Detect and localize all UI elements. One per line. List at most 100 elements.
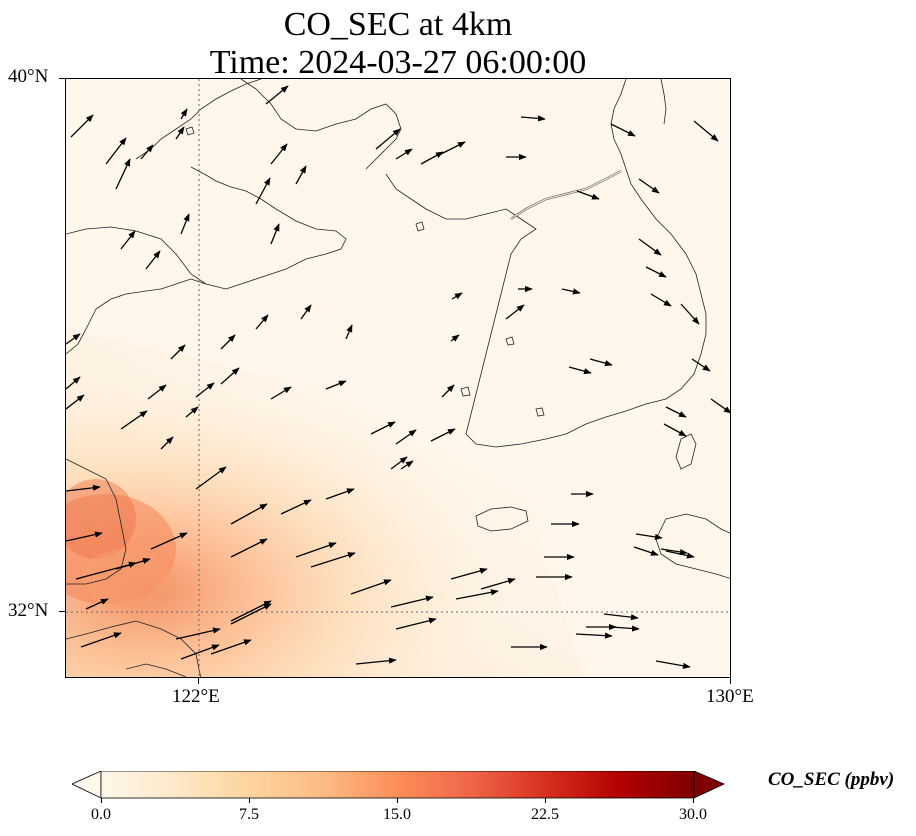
wind-vector-arrow bbox=[400, 460, 414, 470]
wind-vector-arrow bbox=[66, 484, 101, 492]
wind-vector-arrow bbox=[693, 120, 719, 142]
lat-label-40: 40°N bbox=[8, 66, 49, 87]
wind-vector-arrow bbox=[430, 428, 456, 442]
wind-vector-arrow bbox=[355, 657, 397, 665]
wind-vector-arrow bbox=[175, 126, 185, 140]
wind-vector-arrow bbox=[395, 148, 413, 160]
wind-vector-arrow bbox=[270, 143, 288, 165]
wind-vector-arrow bbox=[220, 334, 236, 350]
wind-vector-arrow bbox=[390, 595, 434, 608]
map-title-line2: Time: 2024-03-27 06:00:00 bbox=[209, 44, 587, 81]
wind-vector-arrow bbox=[70, 114, 94, 138]
colorbar-tick-label-3: 22.5 bbox=[531, 806, 559, 823]
colorbar-tick-label-0: 0.0 bbox=[91, 806, 111, 823]
wind-vector-arrow bbox=[440, 141, 466, 155]
wind-vector-arrow bbox=[568, 366, 592, 375]
tick-lon-130 bbox=[730, 678, 731, 684]
wind-vector-arrow bbox=[680, 303, 700, 325]
wind-vector-arrow bbox=[120, 410, 148, 430]
wind-vector-arrow bbox=[270, 223, 280, 245]
wind-vector-arrow bbox=[575, 632, 613, 639]
gridlines bbox=[66, 79, 730, 677]
wind-vector-arrow bbox=[66, 376, 81, 390]
lon-label-130: 130°E bbox=[706, 686, 754, 707]
wind-vector-arrow bbox=[140, 144, 154, 160]
wind-vector-arrow bbox=[230, 503, 268, 525]
wind-vector-arrow bbox=[270, 386, 292, 400]
colorbar-tick-label-4: 30.0 bbox=[679, 806, 707, 823]
wind-vector-arrow bbox=[638, 178, 660, 194]
wind-vector-arrow bbox=[645, 266, 667, 278]
wind-vector-arrow bbox=[295, 542, 337, 558]
lat-label-32: 32°N bbox=[8, 600, 49, 621]
wind-vector-arrow bbox=[280, 499, 312, 515]
wind-vector-arrow bbox=[390, 456, 408, 470]
wind-vector-arrow bbox=[85, 598, 109, 610]
wind-vector-arrow bbox=[505, 304, 525, 320]
wind-vector-arrow bbox=[633, 546, 659, 556]
colorbar bbox=[72, 771, 725, 799]
wind-vector-arrow bbox=[150, 532, 188, 550]
wind-vector-arrow bbox=[147, 384, 167, 400]
wind-vector-arrow bbox=[589, 358, 613, 367]
wind-vector-arrow bbox=[520, 115, 546, 122]
map-panel bbox=[65, 78, 731, 678]
wind-vector-arrow bbox=[375, 128, 401, 150]
wind-vector-arrow bbox=[395, 429, 417, 445]
wind-vector-arrow bbox=[345, 324, 353, 340]
colorbar-extend-high bbox=[693, 771, 725, 799]
wind-vector-arrow bbox=[300, 304, 312, 320]
lon-label-122: 122°E bbox=[172, 686, 220, 707]
wind-vector-arrow bbox=[255, 314, 269, 330]
wind-vector-arrow bbox=[66, 333, 81, 345]
wind-vector-arrow bbox=[325, 488, 355, 500]
wind-vector-arrow bbox=[480, 577, 516, 590]
wind-vector-arrow bbox=[441, 384, 455, 398]
wind-vector-arrow bbox=[160, 436, 174, 450]
colorbar-tick-label-1: 7.5 bbox=[239, 806, 259, 823]
wind-vector-arrow bbox=[180, 108, 188, 120]
tick-lat-40 bbox=[59, 78, 65, 79]
wind-vector-arrow bbox=[210, 639, 252, 655]
tick-lon-122 bbox=[198, 678, 199, 684]
wind-vector-arrow bbox=[295, 165, 307, 185]
wind-vector-arrow bbox=[145, 250, 161, 270]
wind-vector-arrow bbox=[350, 579, 392, 595]
wind-vector-arrow bbox=[691, 358, 711, 372]
cbar-tick-4 bbox=[693, 798, 694, 803]
wind-vector-arrow bbox=[576, 190, 600, 200]
wind-vector-arrow bbox=[635, 533, 663, 541]
wind-vector-arrow bbox=[660, 548, 688, 556]
wind-vector-arrow bbox=[180, 213, 190, 235]
wind-vector-arrow bbox=[310, 552, 356, 568]
wind-vector-arrow bbox=[66, 394, 85, 410]
wind-vector-arrow bbox=[120, 230, 136, 250]
wind-vector-arrow bbox=[395, 617, 437, 630]
wind-vector-arrow bbox=[655, 660, 691, 669]
wind-vector-arrow bbox=[195, 382, 215, 398]
wind-vector-arrow bbox=[175, 627, 221, 640]
wind-vector-arrow bbox=[420, 151, 444, 165]
cbar-tick-1 bbox=[249, 798, 250, 803]
wind-vector-arrow bbox=[115, 158, 131, 190]
wind-vector-arrow bbox=[66, 531, 103, 542]
wind-vector-arrow bbox=[105, 137, 127, 165]
wind-vector-arrow bbox=[170, 344, 186, 360]
wind-vector-arrow bbox=[650, 293, 672, 307]
cbar-tick-3 bbox=[545, 798, 546, 803]
wind-vector-arrow bbox=[230, 538, 268, 558]
wind-vector-arrow bbox=[451, 292, 463, 300]
wind-vector-arrow bbox=[180, 644, 220, 660]
colorbar-tick-label-2: 15.0 bbox=[383, 806, 411, 823]
wind-vector-arrow bbox=[370, 421, 396, 435]
cbar-tick-0 bbox=[101, 798, 102, 803]
concentration-field bbox=[66, 79, 730, 677]
wind-vector-arrow bbox=[255, 177, 271, 205]
wind-vector-arrow bbox=[230, 603, 272, 625]
wind-vector-arrow bbox=[80, 632, 122, 648]
tick-lat-32 bbox=[59, 611, 65, 612]
wind-vector-arrow bbox=[185, 406, 199, 418]
map-canvas bbox=[66, 79, 730, 677]
wind-vector-arrow bbox=[450, 334, 460, 342]
wind-vector-arrow bbox=[610, 123, 636, 137]
